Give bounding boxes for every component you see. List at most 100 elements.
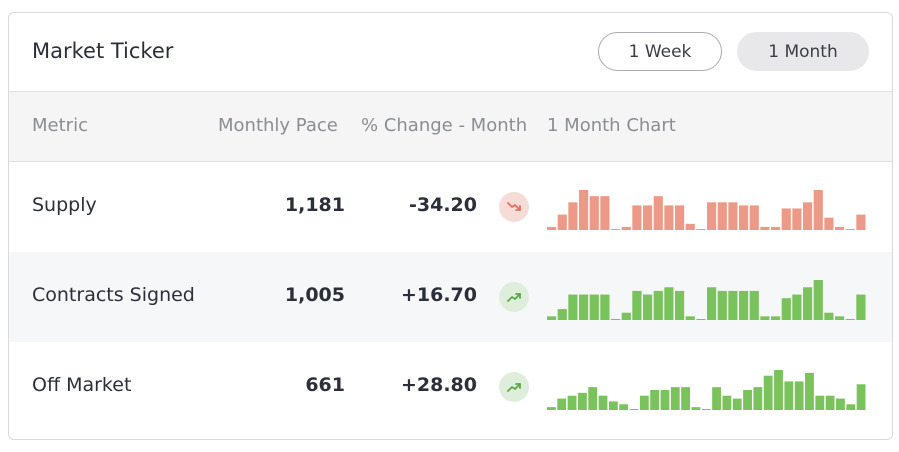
monthly-pace-value: 1,181 <box>284 194 345 216</box>
sparkline-bar <box>707 202 717 230</box>
range-1-month-button[interactable]: 1 Month <box>737 32 869 71</box>
sparkline-bar <box>664 287 674 320</box>
sparkline-bar <box>771 226 781 230</box>
sparkline-bar <box>722 395 732 410</box>
trend-down-icon <box>499 192 529 222</box>
sparkline-bar <box>771 316 781 320</box>
range-1-week-button[interactable]: 1 Week <box>598 32 722 71</box>
sparkline-bar <box>728 202 738 230</box>
trend-up-icon <box>499 372 529 402</box>
sparkline-bar <box>670 387 680 410</box>
sparkline-bar <box>600 196 610 230</box>
sparkline-bar <box>717 202 727 230</box>
sparkline-bar <box>781 298 791 320</box>
monthly-pace-value: 661 <box>305 374 345 396</box>
sparkline-bar <box>577 392 587 410</box>
sparkline-bar <box>781 208 791 230</box>
sparkline-bar <box>557 214 567 230</box>
sparkline-chart <box>547 370 866 410</box>
sparkline-bar <box>567 395 577 410</box>
sparkline-bar <box>815 395 825 410</box>
sparkline-bar <box>643 294 653 320</box>
sparkline-bar <box>589 196 599 230</box>
sparkline-bar <box>547 316 557 320</box>
sparkline-bar <box>794 381 804 410</box>
sparkline-bar <box>685 316 695 320</box>
sparkline-bar <box>611 319 621 320</box>
sparkline-bar <box>753 387 763 410</box>
sparkline-bar <box>643 205 653 230</box>
sparkline-bar <box>763 375 773 410</box>
sparkline-bar <box>681 387 691 410</box>
sparkline-bar <box>632 205 642 230</box>
sparkline-bar <box>579 190 589 230</box>
sparkline-bar <box>760 316 770 320</box>
sparkline-bar <box>568 294 578 320</box>
table-row: Off Market 661 +28.80 <box>9 342 892 432</box>
sparkline-bar <box>650 390 660 410</box>
sparkline-bar <box>845 229 855 230</box>
sparkline-bar <box>608 401 618 410</box>
sparkline-bar <box>685 223 695 230</box>
sparkline-bar <box>557 309 567 320</box>
sparkline-bar <box>707 287 717 320</box>
sparkline-bar <box>846 404 856 410</box>
sparkline-bar <box>856 294 866 320</box>
table-header: Metric Monthly Pace % Change - Month 1 M… <box>9 91 892 162</box>
sparkline-bar <box>803 287 813 320</box>
column-header-metric: Metric <box>32 115 88 136</box>
sparkline-bar <box>598 395 608 410</box>
sparkline-bar <box>813 280 823 320</box>
card-title: Market Ticker <box>32 39 174 63</box>
sparkline-bar <box>728 290 738 320</box>
sparkline-bar <box>749 290 759 320</box>
sparkline-bar <box>717 290 727 320</box>
sparkline-bar <box>805 372 814 410</box>
sparkline-bar <box>568 202 578 230</box>
sparkline-bar <box>664 205 674 230</box>
sparkline-bar <box>824 312 834 320</box>
sparkline-bar <box>803 202 813 230</box>
sparkline-bar <box>611 229 621 230</box>
sparkline-bar <box>835 316 845 320</box>
sparkline-bar <box>621 312 631 320</box>
sparkline-bar <box>743 390 752 410</box>
sparkline-bar <box>845 319 855 320</box>
percent-change-value: -34.20 <box>409 194 477 216</box>
sparkline-bar <box>760 226 770 230</box>
column-header-change: % Change - Month <box>361 115 528 136</box>
sparkline-chart <box>547 190 866 230</box>
sparkline-chart <box>547 280 866 320</box>
column-header-monthly-pace: Monthly Pace <box>218 115 338 136</box>
sparkline-bar <box>632 290 642 320</box>
column-header-chart: 1 Month Chart <box>547 115 676 136</box>
metric-name: Supply <box>32 194 97 216</box>
sparkline-bar <box>691 407 701 410</box>
sparkline-bar <box>701 409 711 410</box>
sparkline-bar <box>660 390 670 410</box>
sparkline-bar <box>792 208 802 230</box>
sparkline-bar <box>836 398 845 410</box>
trend-up-icon <box>499 282 529 312</box>
sparkline-bar <box>696 229 706 230</box>
sparkline-bar <box>749 205 759 230</box>
sparkline-bar <box>547 407 556 410</box>
sparkline-bar <box>825 395 835 410</box>
sparkline-bar <box>774 370 783 410</box>
sparkline-bar <box>639 395 649 410</box>
sparkline-bar <box>589 294 599 320</box>
table-row: Contracts Signed 1,005 +16.70 <box>9 252 892 342</box>
sparkline-bar <box>579 294 589 320</box>
sparkline-bar <box>813 190 823 230</box>
table-row: Supply 1,181 -34.20 <box>9 162 892 252</box>
metric-name: Contracts Signed <box>32 284 195 306</box>
sparkline-bar <box>629 409 639 410</box>
sparkline-bar <box>653 290 663 320</box>
sparkline-bar <box>557 398 567 410</box>
sparkline-bar <box>824 217 834 230</box>
sparkline-bar <box>675 205 685 230</box>
sparkline-bar <box>600 294 610 320</box>
sparkline-bar <box>621 226 631 230</box>
sparkline-bar <box>588 387 598 410</box>
sparkline-bar <box>835 226 845 230</box>
